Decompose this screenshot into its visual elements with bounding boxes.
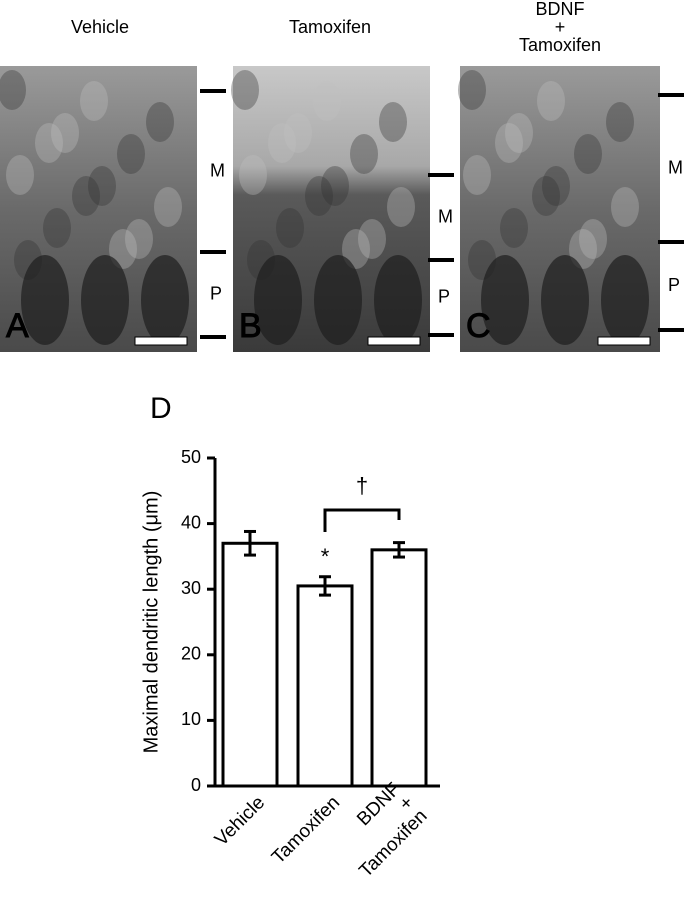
y-axis-label: Maximal dendritic length (μm): [140, 491, 162, 754]
cell-texture: [6, 155, 34, 195]
x-tick-label: Vehicle: [211, 792, 269, 850]
soma: [81, 255, 129, 345]
x-tick-label: BDNF+Tamoxifen: [329, 779, 432, 882]
cell-texture: [284, 113, 312, 153]
soma: [541, 255, 589, 345]
soma: [374, 255, 422, 345]
cell-texture: [505, 113, 533, 153]
panel-letter: A: [6, 307, 29, 345]
panel-title: Tamoxifen: [289, 17, 371, 37]
error-bar: [319, 575, 331, 597]
bar: [370, 548, 428, 788]
bar: [221, 541, 279, 788]
soma: [314, 255, 362, 345]
cell-texture: [72, 176, 100, 216]
y-tick-label: 0: [191, 775, 201, 795]
cell-texture: [231, 70, 259, 110]
cell-texture: [350, 134, 378, 174]
cell-texture: [80, 81, 108, 121]
panel-title: BDNF + Tamoxifen: [519, 0, 601, 55]
cell-texture: [268, 123, 296, 163]
cell-texture: [458, 70, 486, 110]
panel-letter: D: [150, 392, 172, 425]
panel-title: Vehicle: [71, 17, 129, 37]
cell-texture: [606, 102, 634, 142]
cell-texture: [579, 219, 607, 259]
layer-label: M: [668, 157, 683, 177]
cell-texture: [146, 102, 174, 142]
cell-texture: [109, 229, 137, 269]
cell-texture: [611, 187, 639, 227]
cell-texture: [342, 229, 370, 269]
y-tick-label: 30: [181, 578, 201, 598]
y-tick-label: 20: [181, 644, 201, 664]
bracket: [323, 508, 401, 532]
cell-texture: [0, 70, 26, 110]
cell-texture: [463, 155, 491, 195]
significance-star: *: [321, 544, 330, 569]
cell-texture: [117, 134, 145, 174]
cell-texture: [35, 123, 63, 163]
cell-texture: [51, 113, 79, 153]
cell-texture: [358, 219, 386, 259]
cell-texture: [43, 208, 71, 248]
scale-bar: [134, 336, 188, 346]
panel-letter: C: [466, 307, 491, 345]
cell-texture: [542, 166, 570, 206]
soma: [254, 255, 302, 345]
cell-texture: [305, 176, 333, 216]
error-bar: [393, 541, 405, 559]
cell-texture: [239, 155, 267, 195]
soma: [141, 255, 189, 345]
bar: [296, 584, 354, 788]
cell-texture: [574, 134, 602, 174]
panel-letter: B: [239, 307, 262, 345]
y-tick-label: 40: [181, 512, 201, 532]
cell-texture: [500, 208, 528, 248]
layer-label: P: [668, 275, 680, 295]
cell-texture: [537, 81, 565, 121]
cell-texture: [569, 229, 597, 269]
cell-texture: [276, 208, 304, 248]
cell-texture: [321, 166, 349, 206]
soma: [481, 255, 529, 345]
layer-label: P: [210, 283, 222, 303]
x-tick-label: Tamoxifen: [268, 792, 344, 868]
cell-texture: [154, 187, 182, 227]
cell-texture: [379, 102, 407, 142]
cell-texture: [313, 81, 341, 121]
layer-label: M: [210, 160, 225, 180]
soma: [21, 255, 69, 345]
soma: [601, 255, 649, 345]
error-bar: [244, 529, 256, 557]
significance-dagger: †: [356, 473, 368, 498]
cell-texture: [387, 187, 415, 227]
y-tick-label: 50: [181, 447, 201, 467]
cell-texture: [88, 166, 116, 206]
layer-label: P: [438, 286, 450, 306]
cell-texture: [495, 123, 523, 163]
scale-bar: [367, 336, 421, 346]
y-tick-label: 10: [181, 709, 201, 729]
scale-bar: [597, 336, 651, 346]
cell-texture: [532, 176, 560, 216]
cell-texture: [125, 219, 153, 259]
layer-label: M: [438, 206, 453, 226]
